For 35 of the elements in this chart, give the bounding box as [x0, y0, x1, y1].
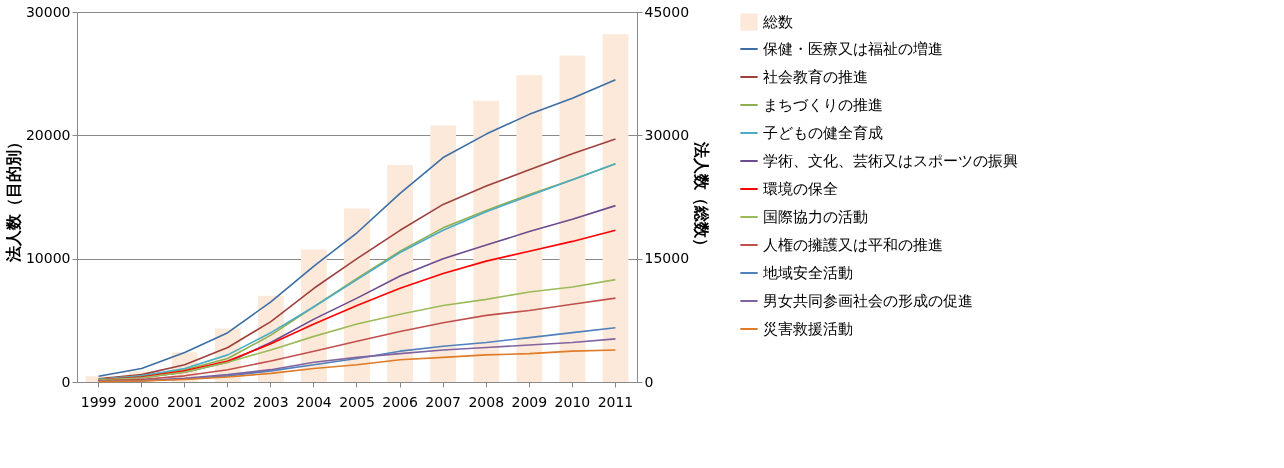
x-tick-label: 2009 — [511, 393, 548, 410]
x-tick-label: 2010 — [554, 393, 591, 410]
legend-label: 学術、文化、芸術又はスポーツの振興 — [763, 152, 1018, 170]
y2-tick-label: 0 — [644, 373, 654, 390]
x-tick-label: 2008 — [468, 393, 505, 410]
legend-label: 総数 — [762, 13, 793, 31]
x-tick-label: 2004 — [296, 393, 332, 410]
legend-label: 男女共同参画社会の形成の促進 — [763, 292, 973, 310]
legend-label: まちづくりの推進 — [763, 96, 883, 114]
x-tick-label: 2002 — [209, 393, 246, 410]
x-tick-label: 2007 — [425, 393, 461, 410]
legend-label: 国際協力の活動 — [763, 208, 868, 226]
x-tick-label: 2000 — [123, 393, 160, 410]
x-tick-label: 2001 — [166, 393, 203, 410]
legend-label: 人権の擁護又は平和の推進 — [763, 236, 943, 254]
x-tick-label: 1999 — [80, 393, 117, 410]
y2-tick-label: 45000 — [644, 3, 690, 20]
x-tick-label: 2011 — [597, 393, 634, 410]
y-tick-label: 0 — [61, 373, 71, 390]
legend-label: 社会教育の推進 — [763, 68, 868, 86]
y2-tick-label: 15000 — [644, 250, 690, 267]
legend-label: 保健・医療又は福祉の増進 — [763, 40, 943, 58]
x-tick-label: 2003 — [253, 393, 289, 410]
y-tick-label: 30000 — [25, 3, 71, 20]
y-tick-label: 10000 — [25, 250, 71, 267]
y2-tick-label: 30000 — [644, 126, 690, 143]
legend-label: 災害救援活動 — [763, 320, 853, 338]
y2-axis-title: 法人数（総数） — [692, 140, 712, 254]
x-tick-label: 2006 — [382, 393, 418, 410]
legend-label: 子どもの健全育成 — [763, 124, 883, 142]
legend-label: 環境の保全 — [763, 180, 838, 198]
y-tick-label: 20000 — [25, 126, 71, 143]
legend-label: 地域安全活動 — [762, 264, 853, 282]
x-tick-label: 2005 — [339, 393, 375, 410]
y-axis-title: 法人数（目的別） — [3, 133, 23, 263]
